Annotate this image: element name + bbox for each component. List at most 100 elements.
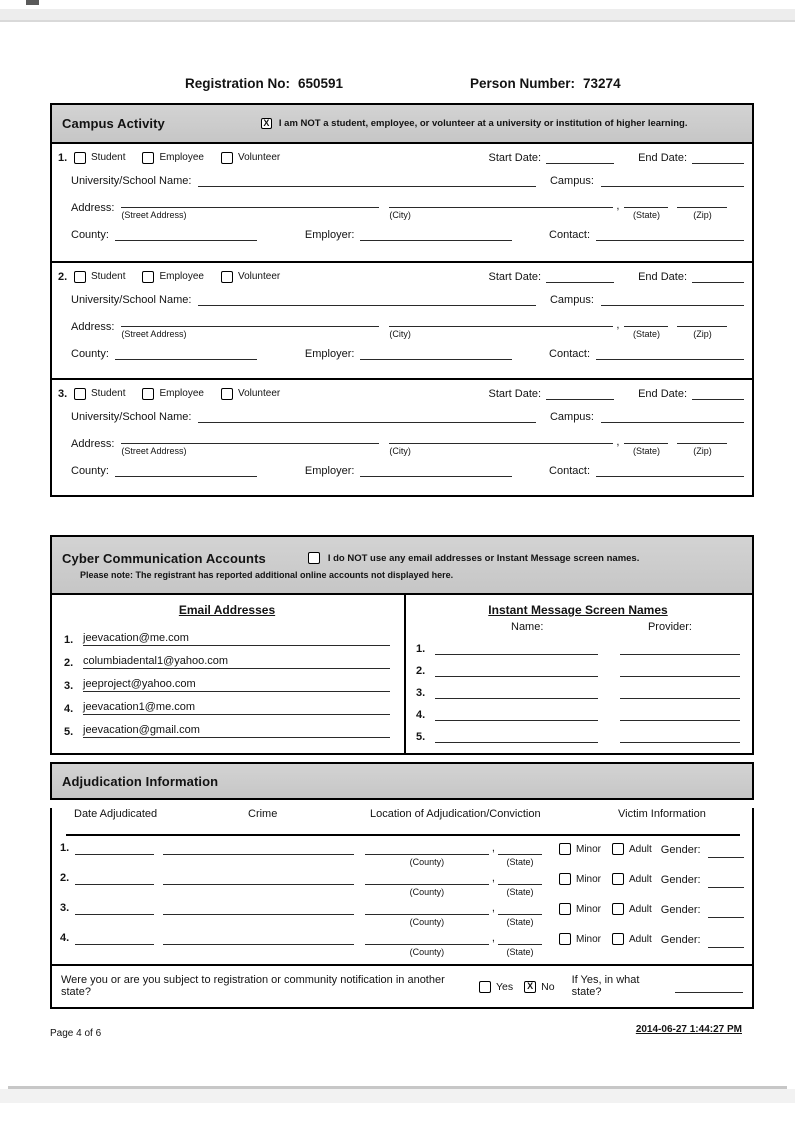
contact-label: Contact:: [549, 229, 590, 241]
city-field[interactable]: [389, 195, 614, 208]
university-field[interactable]: [198, 293, 536, 306]
zip-field[interactable]: [677, 195, 728, 208]
university-label: University/School Name:: [71, 294, 192, 306]
city-field[interactable]: [389, 314, 614, 327]
county-field[interactable]: [114, 464, 257, 477]
yes-checkbox[interactable]: [478, 980, 491, 993]
crime-field[interactable]: [162, 872, 354, 885]
employee-label: Employee: [159, 388, 204, 399]
im-provider-field[interactable]: [619, 708, 740, 721]
adjudication-row: 4. (County) , (State) Minor Adult Gender…: [58, 932, 744, 962]
student-checkbox[interactable]: [74, 151, 86, 164]
state-field[interactable]: [497, 842, 542, 855]
im-name-field[interactable]: [435, 708, 598, 721]
victim-minor-checkbox[interactable]: [558, 933, 571, 945]
gender-field[interactable]: [707, 905, 744, 918]
county-field[interactable]: [364, 842, 489, 855]
victim-minor-checkbox[interactable]: [558, 843, 571, 855]
no-checkbox[interactable]: X: [524, 980, 537, 993]
campus-field[interactable]: [601, 410, 744, 423]
col-crime: Crime: [248, 808, 278, 820]
victim-minor-checkbox[interactable]: [558, 873, 571, 885]
im-name-field[interactable]: [435, 730, 598, 743]
employee-checkbox[interactable]: [142, 270, 155, 283]
registration-value: 650591: [298, 76, 344, 91]
if-yes-state-field[interactable]: [674, 980, 743, 993]
student-checkbox[interactable]: [74, 270, 86, 283]
contact-field[interactable]: [596, 228, 744, 241]
victim-adult-label: Adult: [629, 903, 652, 915]
start-date-field[interactable]: [546, 151, 615, 164]
state-field[interactable]: [497, 902, 542, 915]
employer-field[interactable]: [360, 347, 513, 360]
state-field[interactable]: [624, 314, 669, 327]
employee-checkbox[interactable]: [142, 151, 155, 164]
volunteer-checkbox[interactable]: [220, 387, 233, 400]
zip-field[interactable]: [677, 431, 728, 444]
victim-adult-checkbox[interactable]: [612, 903, 624, 915]
im-name-field[interactable]: [435, 686, 598, 699]
county-field[interactable]: [114, 347, 257, 360]
cyber-not-checkbox[interactable]: [307, 552, 320, 564]
county-field[interactable]: [364, 902, 489, 915]
university-field[interactable]: [198, 410, 536, 423]
gender-field[interactable]: [707, 845, 744, 858]
im-provider-field[interactable]: [619, 686, 740, 699]
campus-field[interactable]: [601, 174, 744, 187]
victim-minor-checkbox[interactable]: [558, 903, 571, 915]
volunteer-checkbox[interactable]: [220, 270, 233, 283]
cyber-accounts-title: Cyber Communication Accounts: [62, 550, 266, 566]
end-date-field[interactable]: [692, 151, 744, 164]
im-name-field[interactable]: [435, 664, 598, 677]
date-adjudicated-field[interactable]: [75, 842, 154, 855]
city-field[interactable]: [389, 431, 614, 444]
zip-field[interactable]: [677, 314, 728, 327]
street-address-field[interactable]: [121, 431, 380, 444]
end-date-field[interactable]: [692, 270, 744, 283]
im-provider-field[interactable]: [619, 730, 740, 743]
date-adjudicated-field[interactable]: [75, 872, 154, 885]
crime-field[interactable]: [162, 932, 354, 945]
date-adjudicated-field[interactable]: [75, 932, 154, 945]
im-provider-field[interactable]: [619, 664, 740, 677]
other-state-question-text: Were you or are you subject to registrat…: [61, 974, 445, 998]
email-number: 1.: [64, 634, 74, 646]
contact-field[interactable]: [596, 464, 744, 477]
date-adjudicated-field[interactable]: [75, 902, 154, 915]
state-field[interactable]: [624, 431, 669, 444]
crime-field[interactable]: [162, 902, 354, 915]
county-field[interactable]: [364, 872, 489, 885]
county-field[interactable]: [364, 932, 489, 945]
employee-checkbox[interactable]: [142, 387, 155, 400]
victim-adult-checkbox[interactable]: [612, 843, 624, 855]
adjudication-row: 3. (County) , (State) Minor Adult Gender…: [58, 902, 744, 932]
student-checkbox[interactable]: [74, 387, 86, 400]
victim-adult-checkbox[interactable]: [612, 873, 624, 885]
im-provider-field[interactable]: [619, 642, 740, 655]
county-field[interactable]: [114, 228, 257, 241]
state-field[interactable]: [497, 872, 542, 885]
employer-field[interactable]: [360, 228, 513, 241]
adjudication-column-headers: Date Adjudicated Crime Location of Adjud…: [52, 808, 752, 834]
street-address-field[interactable]: [121, 195, 380, 208]
employer-field[interactable]: [360, 464, 513, 477]
im-name-field[interactable]: [435, 642, 598, 655]
university-field[interactable]: [198, 174, 536, 187]
victim-adult-checkbox[interactable]: [612, 933, 624, 945]
crime-field[interactable]: [162, 842, 354, 855]
city-sublabel: (City): [389, 329, 411, 339]
campus-not-checkbox[interactable]: X: [260, 118, 272, 129]
state-field[interactable]: [497, 932, 542, 945]
campus-field[interactable]: [601, 293, 744, 306]
street-address-field[interactable]: [121, 314, 380, 327]
end-date-field[interactable]: [692, 387, 744, 400]
contact-field[interactable]: [596, 347, 744, 360]
other-state-question: Were you or are you subject to registrat…: [52, 964, 752, 1007]
volunteer-checkbox[interactable]: [220, 151, 233, 164]
start-date-field[interactable]: [546, 387, 615, 400]
start-date-field[interactable]: [546, 270, 615, 283]
gender-field[interactable]: [707, 935, 744, 948]
gender-field[interactable]: [707, 875, 744, 888]
campus-activity-header: Campus Activity X I am NOT a student, em…: [50, 103, 754, 144]
state-field[interactable]: [624, 195, 669, 208]
